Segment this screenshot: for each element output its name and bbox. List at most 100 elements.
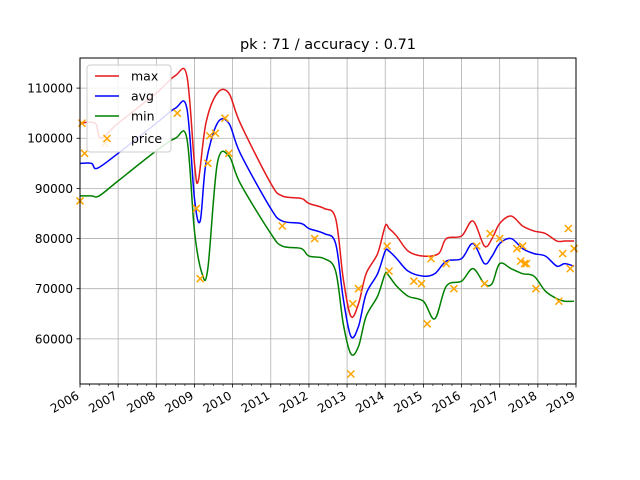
price-point-stroke — [211, 129, 220, 138]
y-tick-label-70000: 70000 — [35, 282, 73, 296]
price-point — [409, 277, 418, 286]
price-point — [442, 259, 451, 268]
series-line-max — [80, 67, 575, 318]
x-axis-ticks: 2006 2007 2008 2009 2010 2011 2012 2013 2014 2015… — [48, 384, 578, 416]
price-point-stroke — [512, 244, 521, 253]
series-line-avg — [80, 100, 575, 339]
price-point — [423, 319, 432, 328]
x-tick-label-2007: 2007 — [86, 388, 119, 415]
y-tick-label-80000: 80000 — [35, 232, 73, 246]
price-point — [354, 284, 363, 293]
x-tick-label-2006: 2006 — [48, 388, 81, 415]
price-point-stroke — [423, 319, 432, 328]
y-tick-label-110000: 110000 — [27, 82, 73, 96]
y-tick-label-60000: 60000 — [35, 332, 73, 346]
price-point — [348, 299, 357, 308]
x-tick-label-2013: 2013 — [315, 388, 348, 415]
series-lines — [80, 67, 575, 356]
x-tick-label-2010: 2010 — [201, 388, 234, 415]
price-point — [220, 114, 230, 123]
price-point — [192, 204, 201, 213]
price-point-stroke — [310, 234, 319, 243]
price-point — [224, 149, 233, 158]
price-point-stroke — [354, 284, 363, 293]
price-point — [173, 109, 182, 118]
price-point-stroke — [192, 204, 201, 213]
x-tick-label-2016: 2016 — [430, 388, 463, 415]
price-point — [570, 244, 579, 253]
price-point — [310, 234, 319, 243]
price-point — [516, 257, 525, 266]
y-tick-label-100000: 100000 — [27, 132, 73, 146]
y-axis-ticks: 60000 70000 80000 90000 100000 110000 — [27, 82, 80, 346]
price-point — [512, 244, 521, 253]
x-tick-label-2012: 2012 — [277, 388, 310, 415]
x-tick-label-2008: 2008 — [124, 388, 157, 415]
price-point — [417, 279, 426, 288]
price-point — [520, 259, 529, 268]
price-point-stroke — [383, 242, 392, 251]
price-point — [495, 234, 504, 243]
price-point-stroke — [516, 257, 525, 266]
price-point — [518, 242, 527, 251]
y-tick-label-90000: 90000 — [35, 182, 73, 196]
price-point — [278, 221, 287, 231]
chart-title: pk : 71 / accuracy : 0.71 — [240, 37, 416, 53]
legend-label-avg: avg — [131, 89, 154, 104]
price-point — [203, 159, 212, 168]
price-point-stroke — [205, 131, 214, 140]
price-point-stroke — [486, 229, 495, 238]
x-tick-label-2009: 2009 — [163, 388, 196, 415]
price-point-stroke — [278, 221, 287, 231]
price-point-stroke — [196, 274, 205, 283]
price-point-stroke — [495, 234, 504, 243]
price-point-stroke — [531, 284, 540, 293]
price-point-stroke — [409, 277, 418, 286]
price-point-stroke — [173, 109, 182, 118]
x-tick-label-2011: 2011 — [239, 388, 272, 415]
legend-price-marker-stroke — [102, 134, 112, 143]
price-point-stroke — [442, 259, 451, 268]
price-point — [558, 249, 567, 258]
x-tick-label-2017: 2017 — [468, 388, 501, 415]
price-point-stroke — [449, 284, 458, 293]
x-tick-label-2015: 2015 — [391, 388, 424, 415]
price-point — [472, 242, 481, 251]
price-point — [211, 129, 220, 138]
price-point — [449, 284, 458, 293]
price-point-stroke — [472, 242, 481, 251]
price-point — [205, 131, 214, 140]
price-point-stroke — [426, 254, 436, 263]
price-point-stroke — [554, 297, 563, 306]
legend-label-price: price — [131, 131, 162, 146]
price-point — [196, 274, 205, 283]
price-point — [554, 297, 563, 306]
legend-swatch-price — [102, 134, 112, 143]
price-point — [480, 279, 489, 288]
price-point-stroke — [480, 279, 489, 288]
legend: max avg min price — [86, 64, 172, 153]
price-point — [564, 224, 573, 233]
price-point — [385, 267, 394, 276]
x-tick-label-2019: 2019 — [544, 388, 577, 415]
price-point-stroke — [520, 259, 529, 268]
price-point — [346, 369, 355, 378]
price-point-stroke — [346, 369, 355, 378]
price-point-stroke — [224, 149, 233, 158]
price-point-stroke — [417, 279, 426, 288]
legend-box — [86, 64, 172, 153]
price-point-stroke — [348, 299, 357, 308]
series-line-min — [80, 130, 575, 356]
price-point — [426, 254, 436, 263]
price-point — [486, 229, 495, 238]
price-point — [522, 259, 531, 268]
price-point-stroke — [385, 267, 394, 276]
price-point-stroke — [558, 249, 567, 258]
price-point — [566, 264, 575, 273]
legend-label-min: min — [131, 109, 155, 124]
x-tick-label-2014: 2014 — [353, 388, 386, 415]
x-tick-label-2018: 2018 — [506, 388, 539, 415]
price-point-stroke — [564, 224, 573, 233]
price-point-stroke — [566, 264, 575, 273]
